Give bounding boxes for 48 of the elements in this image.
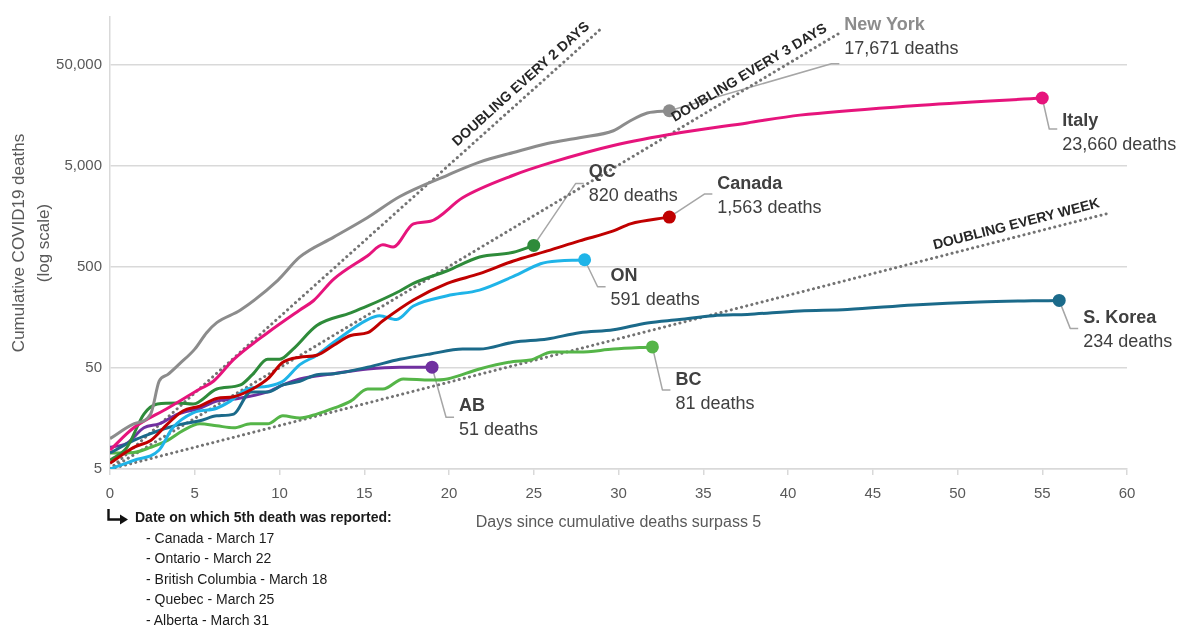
data-label: 81 deaths [675, 392, 755, 413]
x-tick-label: 60 [1118, 484, 1136, 502]
data-label: 1,563 deaths [717, 197, 822, 218]
x-tick-label: 15 [355, 484, 373, 502]
x-tick-label: 0 [105, 484, 115, 502]
text: - Alberta - March 31 [145, 610, 270, 630]
y-tick-label: 500 [76, 257, 102, 275]
point [1035, 91, 1049, 105]
point [578, 253, 592, 267]
x-tick-label: 5 [190, 484, 199, 502]
y-tick-label: 5,000 [64, 156, 102, 174]
series-label: BC [675, 368, 702, 389]
text: Canada [717, 173, 784, 194]
data-label: 51 deaths [459, 419, 539, 440]
point [662, 210, 676, 224]
data-label: 17,671 deaths [844, 37, 959, 58]
series-label: AB [459, 395, 486, 416]
x-tick-label: 55 [1033, 484, 1051, 502]
y-axis-title: Cumulative COVID19 deaths (log scale) [9, 133, 53, 353]
data-label: 820 deaths [588, 185, 678, 206]
x-axis-title: Days since cumulative deaths surpass 5 [475, 512, 762, 530]
data-label: 234 deaths [1083, 331, 1173, 352]
x-tick-label: 45 [864, 484, 882, 502]
text: - British Columbia - March 18 [145, 569, 329, 589]
point [425, 360, 439, 374]
x-tick-label: 20 [440, 484, 458, 502]
y-tick-label: 50 [85, 358, 102, 376]
x-tick-label: 30 [610, 484, 627, 502]
x-tick-label: 25 [525, 484, 543, 502]
point [527, 238, 541, 252]
text: - Canada - March 17 [145, 528, 276, 548]
y-tick-label: 5 [93, 459, 102, 477]
series-label: ON [610, 264, 638, 285]
series-label: S. Korea [1083, 307, 1158, 328]
text: - Quebec - March 25 [145, 590, 276, 610]
data-label: 591 deaths [610, 288, 700, 309]
text: New York [844, 13, 926, 34]
x-tick-label: 40 [779, 484, 797, 502]
text: Date on which 5th death was reported: [135, 508, 392, 527]
point [1052, 293, 1066, 307]
x-tick-label: 35 [694, 484, 712, 502]
data-label: 23,660 deaths [1062, 133, 1177, 154]
x-tick-label: 50 [949, 484, 966, 502]
text: - Ontario - March 22 [145, 549, 273, 569]
series-label: Italy [1062, 109, 1099, 130]
x-tick-label: 10 [271, 484, 288, 502]
y-tick-label: 50,000 [56, 55, 102, 73]
point [645, 340, 659, 354]
